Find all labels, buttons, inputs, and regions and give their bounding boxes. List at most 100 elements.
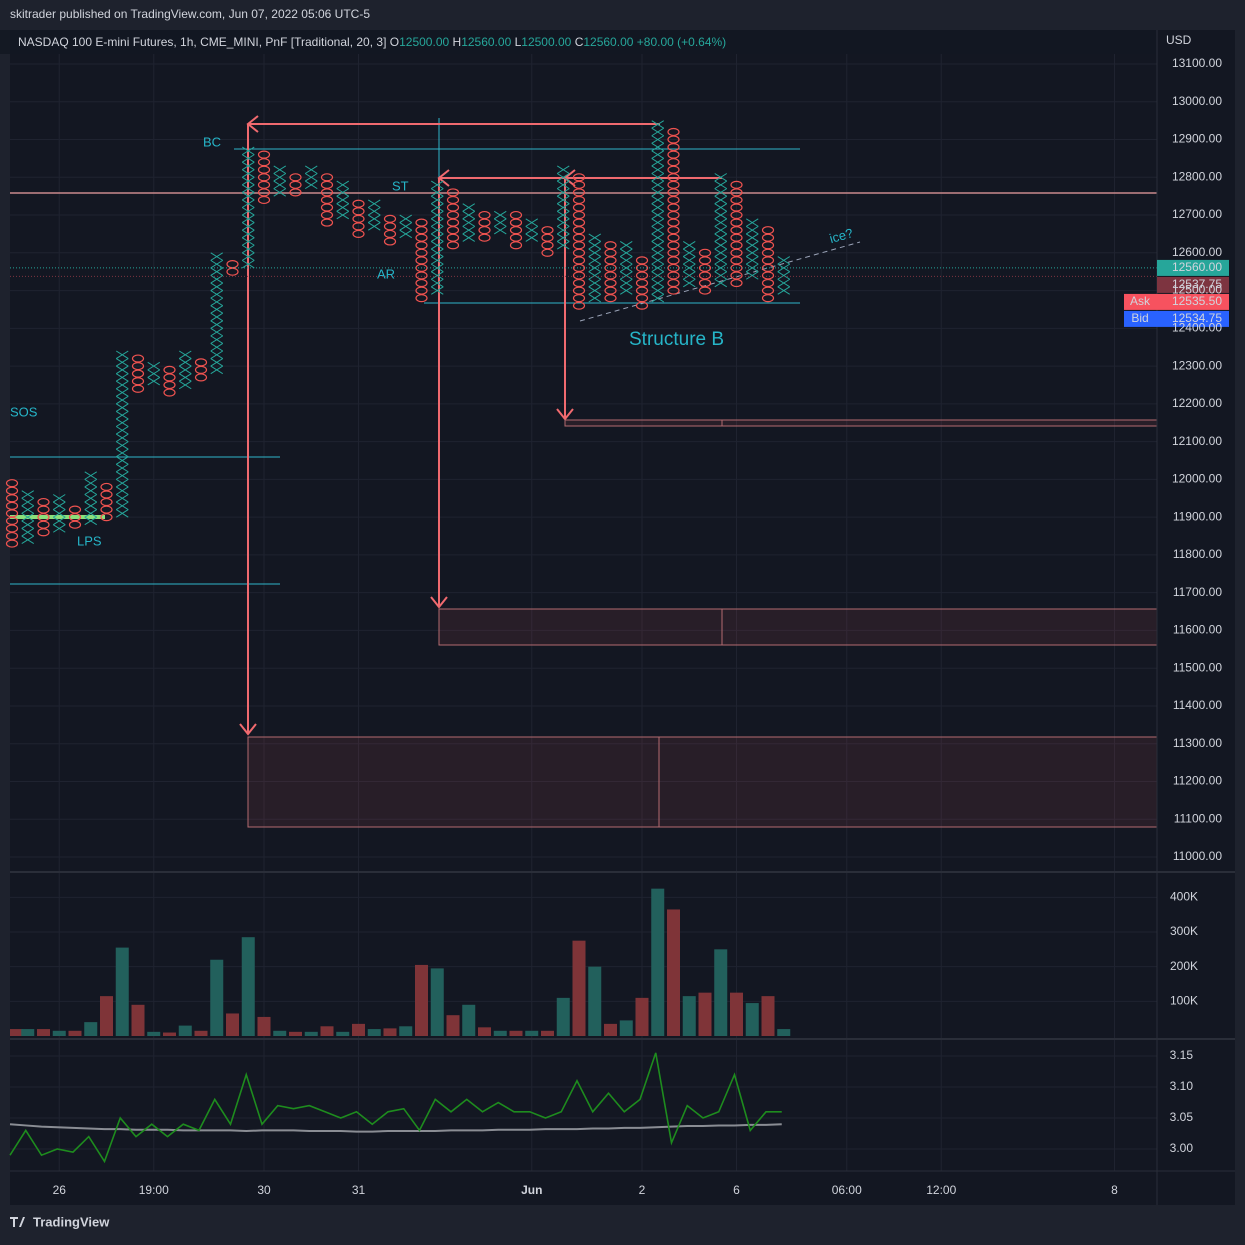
o-box — [698, 248, 712, 257]
o-box — [257, 158, 271, 167]
legend: NASDAQ 100 E-mini Futures, 1h, CME_MINI,… — [18, 35, 726, 49]
legend-part: , — [350, 35, 357, 49]
x-box — [714, 203, 728, 212]
x-box — [210, 297, 224, 307]
o-box — [352, 199, 365, 208]
x-box — [651, 157, 665, 167]
pnf-column — [667, 127, 680, 295]
o-box — [761, 233, 775, 242]
o-box — [730, 195, 743, 205]
x-box — [52, 494, 66, 503]
o-box — [100, 513, 113, 522]
volume-bar — [525, 1030, 539, 1036]
tag-label: 12535.50 — [1172, 294, 1222, 308]
x-box — [115, 486, 129, 495]
x-box — [714, 233, 728, 242]
x-box — [714, 225, 728, 235]
x-box — [556, 180, 570, 190]
volume-bar — [194, 1030, 208, 1036]
x-box — [115, 456, 129, 465]
x-box — [84, 501, 98, 511]
x-box — [241, 161, 255, 171]
x-box — [210, 350, 224, 359]
o-box — [383, 237, 397, 246]
x-box — [745, 263, 759, 273]
x-box — [241, 191, 255, 201]
x-box — [115, 448, 129, 458]
volume-bar — [210, 959, 224, 1036]
y-tick-label: 13100.00 — [1172, 56, 1222, 70]
y-tick-label: 200K — [1170, 959, 1198, 973]
legend-part: , — [370, 35, 377, 49]
indicator-line — [9, 1123, 782, 1133]
o-box — [698, 271, 712, 280]
o-box — [730, 218, 743, 227]
y-tick-label: 11700.00 — [1173, 585, 1222, 599]
x-box — [777, 256, 791, 265]
x-box — [241, 207, 255, 216]
volume-bar — [131, 1004, 145, 1036]
o-box — [289, 188, 302, 197]
x-tick-label: 6 — [733, 1183, 740, 1197]
x-box — [304, 173, 318, 182]
o-box — [415, 271, 428, 280]
y-tick-label: 12700.00 — [1172, 207, 1222, 221]
pnf-column — [178, 350, 192, 390]
volume-bar — [226, 1013, 239, 1036]
x-box — [588, 263, 602, 273]
x-box — [241, 184, 255, 193]
volume-bar — [651, 888, 665, 1036]
x-box — [745, 241, 759, 250]
x-box — [367, 199, 381, 208]
x-box — [493, 218, 507, 227]
volume-bar — [604, 1023, 617, 1036]
x-box — [241, 252, 255, 261]
x-box — [115, 388, 129, 397]
x-box — [52, 516, 66, 526]
pnf-column — [714, 173, 728, 288]
x-box — [241, 222, 255, 231]
x-tick-label: Jun — [521, 1183, 542, 1197]
x-tick-label: 8 — [1111, 1183, 1118, 1197]
volume-bar — [241, 937, 255, 1036]
x-box — [651, 120, 665, 129]
o-box — [667, 248, 680, 257]
pnf-column — [115, 350, 129, 518]
x-box — [115, 418, 129, 427]
x-box — [556, 233, 570, 242]
x-box — [241, 229, 255, 239]
o-box — [761, 241, 775, 250]
x-box — [399, 214, 413, 224]
x-box — [588, 233, 602, 242]
o-box — [446, 195, 460, 205]
x-box — [241, 244, 255, 254]
x-box — [651, 135, 665, 144]
o-box — [509, 210, 523, 220]
x-box — [241, 154, 255, 163]
legend-part: 12500.00 — [399, 35, 449, 49]
pnf-column — [5, 479, 19, 548]
footer: TradingView — [33, 1214, 110, 1229]
x-box — [115, 433, 129, 443]
volume-bar — [572, 940, 586, 1036]
x-box — [210, 312, 224, 322]
o-box — [257, 150, 271, 159]
o-box — [131, 362, 145, 371]
currency: USD — [1166, 33, 1192, 47]
o-box — [667, 150, 680, 159]
y-tick-label: 3.00 — [1170, 1141, 1194, 1155]
pnf-column — [446, 188, 460, 250]
x-box — [210, 305, 224, 314]
x-box — [777, 271, 791, 280]
x-box — [430, 241, 444, 250]
x-box — [651, 278, 665, 288]
x-box — [210, 282, 224, 291]
x-box — [84, 486, 98, 495]
x-box — [430, 263, 444, 273]
x-box — [115, 380, 129, 390]
o-box — [415, 218, 428, 227]
y-tick-label: 11900.00 — [1173, 509, 1222, 523]
x-box — [399, 222, 413, 231]
volume-bar — [777, 1029, 791, 1036]
o-box — [667, 233, 680, 242]
